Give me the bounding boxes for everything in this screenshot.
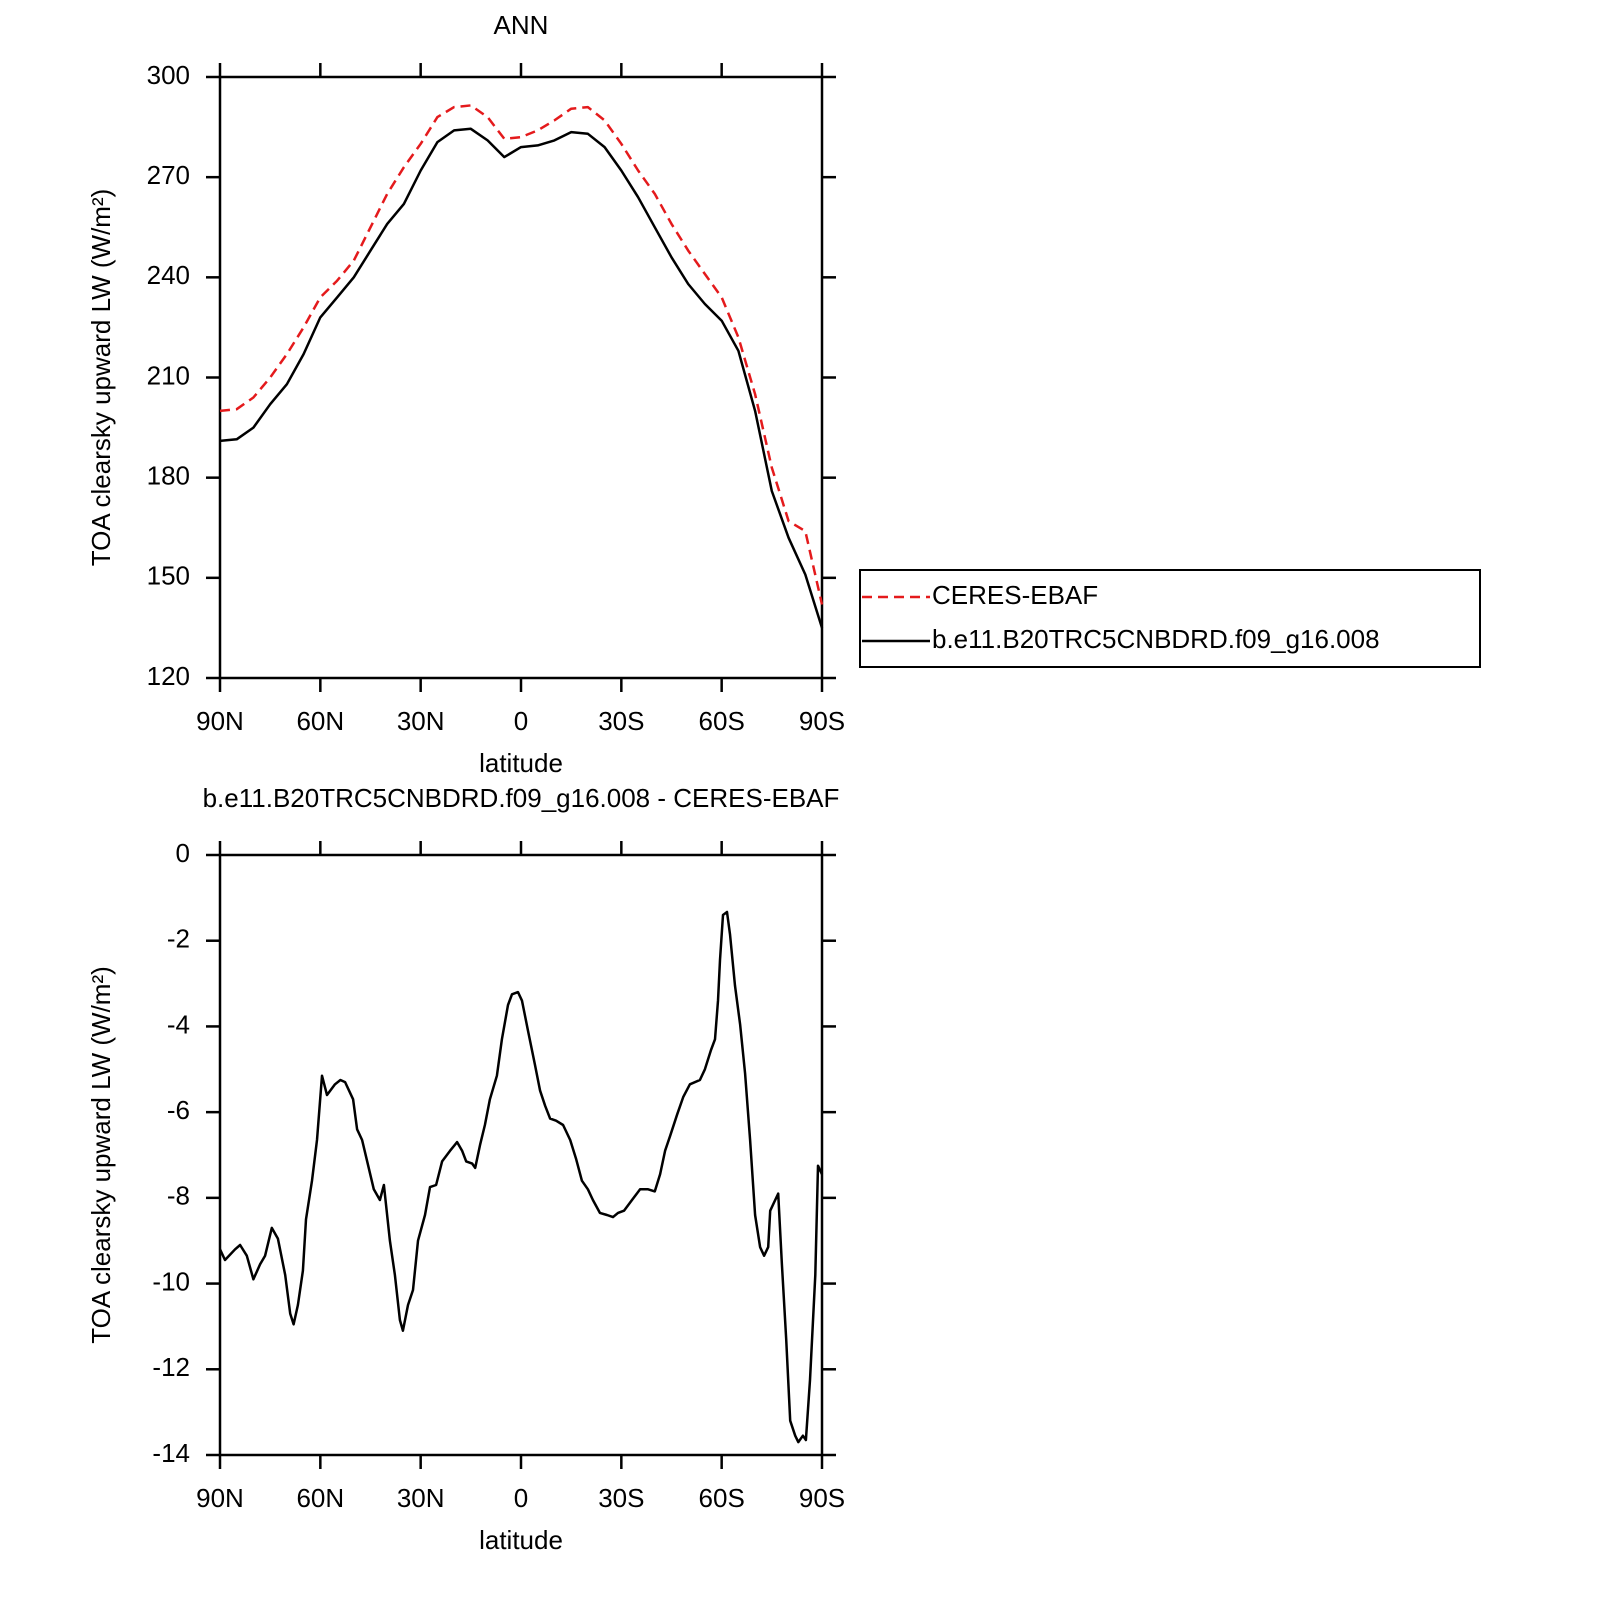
y-tick-label: 120 — [147, 661, 190, 691]
x-tick-label: 60S — [699, 706, 745, 736]
x-tick-label: 90N — [196, 706, 244, 736]
y-axis-label: TOA clearsky upward LW (W/m²) — [86, 189, 116, 567]
data-line — [218, 910, 824, 1444]
x-axis-label: latitude — [479, 1525, 563, 1555]
y-tick-label: 270 — [147, 160, 190, 190]
y-tick-label: -12 — [152, 1352, 190, 1382]
legend-label: b.e11.B20TRC5CNBDRD.f09_g16.008 — [932, 624, 1380, 654]
chart-title: b.e11.B20TRC5CNBDRD.f09_g16.008 - CERES-… — [203, 783, 840, 813]
x-tick-label: 30S — [598, 1483, 644, 1513]
y-axis-label: TOA clearsky upward LW (W/m²) — [86, 966, 116, 1344]
x-tick-label: 0 — [514, 706, 528, 736]
y-tick-label: -4 — [167, 1009, 190, 1039]
plot-frame — [218, 75, 824, 680]
chart-title: ANN — [494, 10, 549, 40]
x-axis-label: latitude — [479, 748, 563, 778]
plot-frame — [218, 853, 824, 1457]
y-tick-label: -14 — [152, 1438, 190, 1468]
y-tick-label: 240 — [147, 260, 190, 290]
legend-label: CERES-EBAF — [932, 580, 1098, 610]
y-tick-label: -2 — [167, 924, 190, 954]
x-tick-label: 90N — [196, 1483, 244, 1513]
legend-box — [859, 569, 1481, 668]
y-tick-label: -6 — [167, 1095, 190, 1125]
x-tick-label: 60N — [296, 1483, 344, 1513]
x-tick-label: 60S — [699, 1483, 745, 1513]
x-tick-label: 30S — [598, 706, 644, 736]
y-tick-label: 150 — [147, 561, 190, 591]
x-tick-label: 90S — [799, 1483, 845, 1513]
data-line — [219, 104, 824, 605]
y-tick-label: -10 — [152, 1266, 190, 1296]
y-tick-label: -8 — [167, 1181, 190, 1211]
y-tick-label: 0 — [176, 838, 190, 868]
x-tick-label: 30N — [397, 1483, 445, 1513]
x-tick-label: 60N — [296, 706, 344, 736]
y-tick-label: 210 — [147, 360, 190, 390]
x-tick-label: 0 — [514, 1483, 528, 1513]
data-line — [219, 127, 824, 629]
y-tick-label: 300 — [147, 60, 190, 90]
x-tick-label: 30N — [397, 706, 445, 736]
x-tick-label: 90S — [799, 706, 845, 736]
y-tick-label: 180 — [147, 461, 190, 491]
